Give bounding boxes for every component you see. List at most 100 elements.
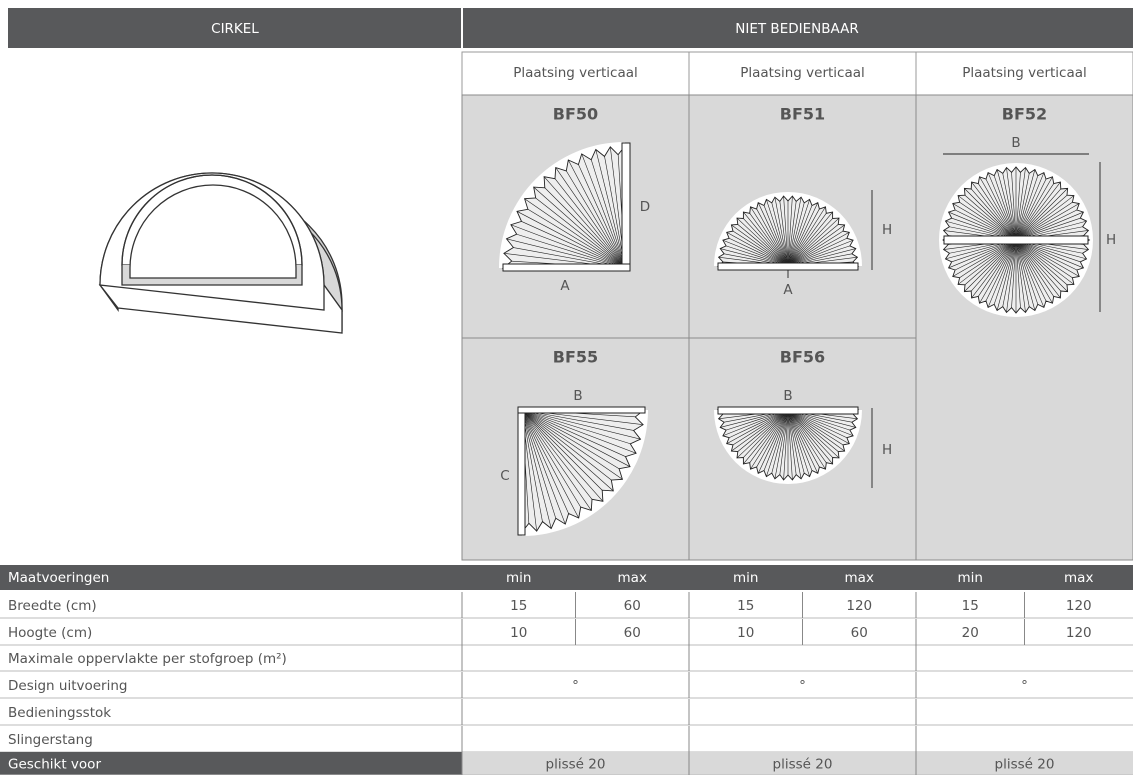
row-label: Bedieningsstok [8,705,111,721]
pleat-line [993,239,1017,305]
pleat-line [1015,239,1061,299]
pleat-line [1015,239,1073,278]
pleat-line [1015,239,1061,292]
pleat-line [521,409,631,467]
pleat-line [1015,176,1053,241]
rail [517,406,646,414]
pleat-line [971,188,1017,241]
pleat-line [787,409,845,452]
pleat-line [521,409,641,440]
pleat-line [1011,172,1017,241]
rail [621,142,631,272]
row-label: Slingerstang [8,732,93,748]
pleat-line [787,196,793,267]
pleat-line [1015,203,1080,241]
pleat-line [521,409,566,525]
pleat-line [516,233,626,269]
pleat-line [787,224,839,267]
pleat-line [510,224,626,269]
dimension-label: D [640,199,650,215]
pleat-line [1015,239,1075,285]
pleat-line [521,409,614,492]
pleat-line [787,409,833,458]
pleat-line [1015,239,1054,297]
row-value-cell [462,752,1133,775]
pleat-line [756,208,789,267]
table-header-col: max [845,570,874,586]
row-value: plissé 20 [773,757,833,773]
pleat-line [787,224,845,267]
table-header-label: Maatvoeringen [8,570,109,586]
pleat-line [979,176,1017,241]
pleat-line [763,205,789,267]
pleat-line [787,409,840,459]
pleat-line [1015,195,1068,241]
pleat-line [787,232,850,267]
row-value: plissé 20 [995,757,1055,773]
pleat-line [728,238,789,267]
pleat-line [1015,239,1045,308]
pleat-line [1015,167,1026,241]
rail [502,263,631,272]
pleat-line [743,409,789,458]
pleat-line [1015,239,1053,304]
pleat-line [737,224,789,267]
dimension-label: H [882,222,892,238]
pleat-line [726,232,789,267]
pleat-line [985,239,1017,302]
pleat-line [521,409,623,480]
pleat-line [521,409,637,454]
rail [717,406,859,415]
pleat-line [787,208,820,267]
row-value: plissé 20 [546,757,606,773]
row-value: 15 [510,598,527,614]
table-header-col: min [506,570,531,586]
dimension-label: B [573,388,582,404]
pleat-line [1015,202,1073,241]
pleat-line [787,213,827,267]
pleat-line [787,409,810,477]
pleat-line [996,239,1017,311]
pleat-line [732,230,789,267]
pleat-line [787,409,820,468]
pleat-line [554,178,626,269]
pleat-line [1011,239,1017,308]
dimension-label: H [882,442,892,458]
row-value: 60 [624,598,641,614]
pleat-line [787,409,844,446]
pleat-line [521,409,631,445]
pleat-line [1015,175,1039,241]
pleat-line [535,197,626,269]
pleat-line [524,198,626,269]
row-value: 120 [1066,598,1092,614]
row-label: Breedte (cm) [8,598,97,614]
model-code: BF52 [1002,105,1047,124]
pleat-line [787,409,802,479]
header-bar [8,8,1133,48]
pleat-line [1015,239,1026,313]
pleat-line [952,203,1017,241]
header-right: NIET BEDIENBAAR [735,21,858,37]
pleat-line [1006,239,1017,313]
row-value: 15 [962,598,979,614]
pleat-line [987,239,1017,308]
pleat-line [766,199,789,267]
pleat-line [787,409,813,471]
pleat-line [521,409,579,519]
pleat-line [1015,183,1054,241]
pleat-line [787,409,819,474]
pleat-line [521,409,593,500]
pleat-line [521,409,604,502]
pleat-line [750,206,789,267]
pleat-line [787,205,813,267]
dimension-label: A [783,282,793,298]
pleat-line [1015,239,1068,292]
pleat-line [787,409,850,444]
pleat-line [1015,239,1036,311]
pleat-line [731,224,789,267]
dimension-label: B [783,388,792,404]
rail [717,262,859,271]
pleat-line [1015,239,1080,277]
pleat-line [1015,239,1078,271]
pleat-line [555,167,626,269]
